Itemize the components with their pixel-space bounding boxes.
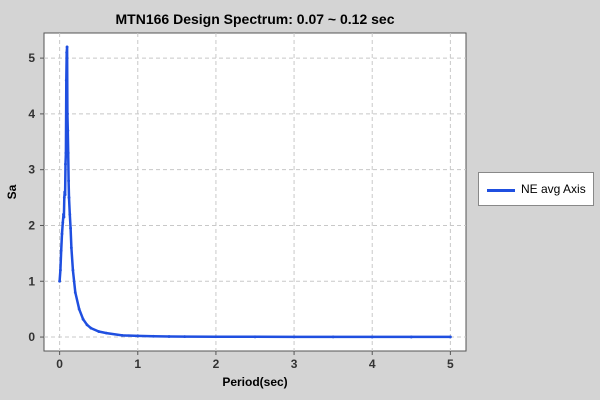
y-tick-label: 0 <box>28 330 35 344</box>
y-tick-label: 3 <box>28 163 35 177</box>
chart-title: MTN166 Design Spectrum: 0.07 ~ 0.12 sec <box>116 11 395 27</box>
data-point <box>62 196 66 199</box>
data-point <box>69 226 72 230</box>
data-point <box>183 335 187 339</box>
data-point <box>214 335 218 339</box>
data-point <box>63 190 67 194</box>
data-point <box>66 112 69 116</box>
data-point <box>63 193 67 197</box>
data-point <box>292 335 296 339</box>
legend-label: NE avg Axis <box>521 182 586 196</box>
x-axis-label: Period(sec) <box>222 375 287 389</box>
data-point <box>152 334 155 338</box>
data-point <box>370 335 374 339</box>
data-point <box>409 335 413 339</box>
data-point <box>64 79 68 82</box>
data-point <box>62 215 66 219</box>
x-tick-label: 5 <box>447 357 454 371</box>
data-point <box>62 212 65 216</box>
data-point <box>120 333 124 337</box>
x-tick-label: 2 <box>213 357 220 371</box>
data-point <box>66 151 70 155</box>
x-axis: 0 1 2 3 4 5 <box>56 351 454 371</box>
data-point <box>167 335 171 338</box>
grid-lines <box>44 33 466 351</box>
data-point <box>85 323 89 327</box>
x-tick-label: 4 <box>369 357 376 371</box>
data-point <box>67 196 71 199</box>
plot-area <box>43 32 467 352</box>
y-tick-label: 4 <box>28 107 35 121</box>
data-point <box>331 335 335 339</box>
data-point <box>67 179 71 183</box>
data-point <box>105 331 108 335</box>
data-point <box>69 246 73 250</box>
data-point <box>58 279 62 283</box>
data-point <box>64 151 68 155</box>
data-point <box>65 45 69 49</box>
data-point <box>71 268 75 272</box>
data-point <box>136 334 140 338</box>
data-point <box>59 268 62 272</box>
data-point <box>81 317 85 321</box>
data-point <box>61 221 65 225</box>
series-layer <box>58 45 452 339</box>
data-point <box>448 335 452 339</box>
data-point <box>77 307 81 311</box>
data-point <box>60 232 64 236</box>
legend: NE avg Axis <box>478 172 594 206</box>
y-tick-label: 1 <box>28 274 35 288</box>
y-tick-label: 2 <box>28 218 35 232</box>
legend-swatch <box>487 189 515 192</box>
data-point <box>68 212 72 216</box>
data-point <box>89 326 93 330</box>
data-point <box>65 51 69 54</box>
data-point <box>97 330 101 333</box>
data-point <box>59 249 63 252</box>
x-tick-label: 3 <box>291 357 298 371</box>
data-point <box>64 162 67 166</box>
y-axis: 0 1 2 3 4 5 <box>28 51 44 344</box>
x-tick-label: 1 <box>134 357 141 371</box>
data-point <box>73 291 77 294</box>
data-point <box>253 335 257 339</box>
y-axis-label: Sa <box>5 184 19 199</box>
data-point <box>66 129 70 133</box>
x-tick-label: 0 <box>56 357 63 371</box>
y-tick-label: 5 <box>28 51 35 65</box>
